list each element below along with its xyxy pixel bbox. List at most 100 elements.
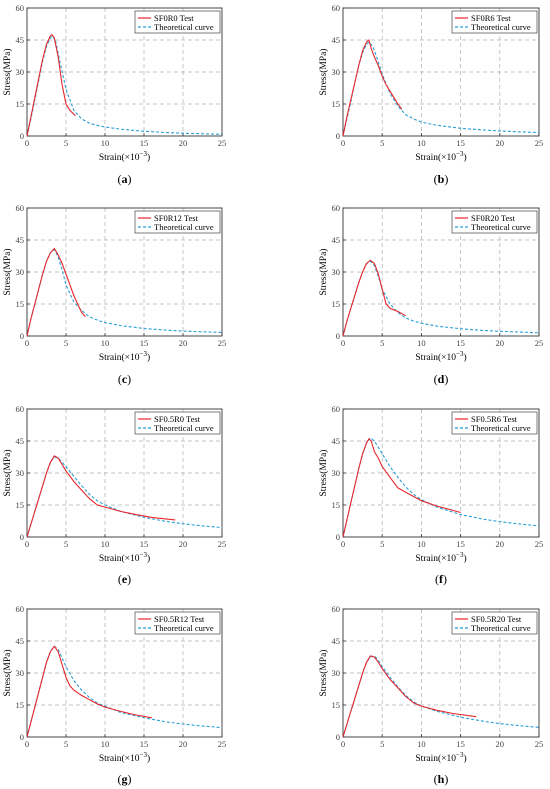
x-tick-label: 20	[496, 539, 505, 549]
series-line-theoretical	[342, 437, 540, 538]
legend-box	[134, 10, 221, 34]
y-axis-label: Stress(MPa)	[2, 450, 13, 497]
series-line-test	[26, 645, 152, 738]
x-tick-label: 15	[140, 338, 149, 348]
x-tick-label: 10	[101, 138, 110, 148]
x-tick-label: 5	[380, 338, 384, 348]
legend-entry-theory: Theoretical curve	[154, 423, 214, 433]
legend-box	[134, 611, 221, 635]
x-tick-label: 10	[101, 739, 110, 749]
x-tick-label: 20	[496, 739, 505, 749]
y-tick-label: 45	[332, 436, 341, 446]
x-tick-label: 0	[341, 539, 345, 549]
y-tick-label: 0	[336, 131, 340, 141]
legend-box	[134, 411, 221, 435]
y-tick-label: 45	[332, 636, 341, 646]
y-tick-label: 30	[332, 468, 341, 478]
x-tick-label: 5	[380, 138, 384, 148]
x-tick-label: 15	[140, 739, 149, 749]
series-line-test	[342, 438, 461, 538]
y-tick-label: 30	[332, 67, 341, 77]
y-tick-label: 15	[332, 700, 341, 710]
legend-box	[451, 411, 538, 435]
chart-panel-2: 0 5 10 15 20 25 0 15 30 45 60 Strain(×10−3) Stress(M…	[318, 3, 543, 186]
x-tick-label: 25	[218, 338, 227, 348]
x-tick-label: 10	[101, 338, 110, 348]
y-tick-label: 60	[332, 203, 341, 213]
panel-label: (g)	[118, 772, 132, 786]
x-axis-label: Strain(×10−3)	[415, 551, 466, 564]
y-axis-label: Stress(MPa)	[2, 249, 13, 296]
x-tick-label: 20	[179, 539, 188, 549]
y-tick-label: 45	[332, 35, 341, 45]
x-tick-label: 10	[101, 539, 110, 549]
y-tick-label: 45	[16, 35, 25, 45]
y-tick-label: 30	[16, 67, 25, 77]
x-tick-label: 25	[535, 739, 544, 749]
x-tick-label: 5	[380, 739, 384, 749]
legend-entry-test: SF0.5R20 Test	[471, 614, 522, 624]
legend-entry-theory: Theoretical curve	[471, 222, 531, 232]
y-tick-label: 0	[20, 532, 24, 542]
y-tick-label: 60	[16, 203, 25, 213]
chart-panel-7: 0 5 10 15 20 25 0 15 30 45 60 Strain(×10−3) Stress(M…	[2, 604, 226, 786]
x-tick-label: 15	[456, 138, 465, 148]
x-tick-label: 0	[341, 739, 345, 749]
legend-box	[451, 210, 538, 234]
x-tick-label: 15	[456, 539, 465, 549]
x-tick-label: 5	[64, 138, 68, 148]
y-tick-label: 0	[336, 732, 340, 742]
x-tick-label: 25	[218, 539, 227, 549]
x-axis-label: Strain(×10−3)	[415, 350, 466, 363]
x-tick-label: 10	[417, 539, 426, 549]
chart-panel-1: 0 5 10 15 20 25 0 15 30 45 60 Strain(×10−3) Stress(M…	[2, 3, 226, 186]
legend-entry-test: SF0R0 Test	[154, 13, 194, 23]
y-axis-label: Stress(MPa)	[2, 650, 13, 697]
y-tick-label: 0	[336, 532, 340, 542]
legend-entry-test: SF0R20 Test	[471, 213, 516, 223]
legend-entry-test: SF0R6 Test	[471, 13, 511, 23]
y-axis-label: Stress(MPa)	[318, 450, 329, 497]
legend-box	[451, 611, 538, 635]
x-tick-label: 0	[25, 539, 29, 549]
y-axis-label: Stress(MPa)	[2, 49, 13, 96]
legend-box	[134, 210, 221, 234]
series-line-test	[26, 455, 176, 538]
x-tick-label: 25	[218, 138, 227, 148]
x-tick-label: 15	[456, 739, 465, 749]
x-tick-label: 20	[179, 739, 188, 749]
y-tick-label: 15	[16, 299, 25, 309]
y-tick-label: 0	[20, 131, 24, 141]
x-tick-label: 15	[456, 338, 465, 348]
x-tick-label: 5	[64, 338, 68, 348]
x-axis-label: Strain(×10−3)	[99, 150, 150, 163]
x-tick-label: 10	[417, 739, 426, 749]
y-tick-label: 45	[332, 235, 341, 245]
y-tick-label: 60	[16, 3, 25, 13]
x-axis-label: Strain(×10−3)	[415, 150, 466, 163]
y-tick-label: 0	[20, 331, 24, 341]
series-line-test	[26, 247, 86, 337]
legend-entry-theory: Theoretical curve	[154, 22, 214, 32]
legend-entry-test: SF0R12 Test	[154, 213, 199, 223]
y-tick-label: 0	[336, 331, 340, 341]
x-tick-label: 20	[179, 338, 188, 348]
y-tick-label: 15	[332, 299, 341, 309]
y-tick-label: 15	[16, 99, 25, 109]
legend-entry-test: SF0.5R6 Test	[471, 414, 518, 424]
y-tick-label: 15	[16, 500, 25, 510]
x-tick-label: 20	[179, 138, 188, 148]
y-tick-label: 30	[16, 468, 25, 478]
series-line-test	[26, 33, 76, 137]
legend-entry-test: SF0.5R0 Test	[154, 414, 201, 424]
y-tick-label: 30	[332, 267, 341, 277]
series-line-theoretical	[342, 41, 540, 137]
x-tick-label: 0	[25, 338, 29, 348]
series-line-theoretical	[26, 456, 223, 538]
legend-entry-theory: Theoretical curve	[154, 623, 214, 633]
series-line-theoretical	[342, 260, 540, 337]
legend-entry-theory: Theoretical curve	[154, 222, 214, 232]
chart-panel-4: 0 5 10 15 20 25 0 15 30 45 60 Strain(×10−3) Stress(M…	[318, 203, 543, 386]
series-line-test	[342, 39, 403, 137]
y-tick-label: 30	[16, 267, 25, 277]
